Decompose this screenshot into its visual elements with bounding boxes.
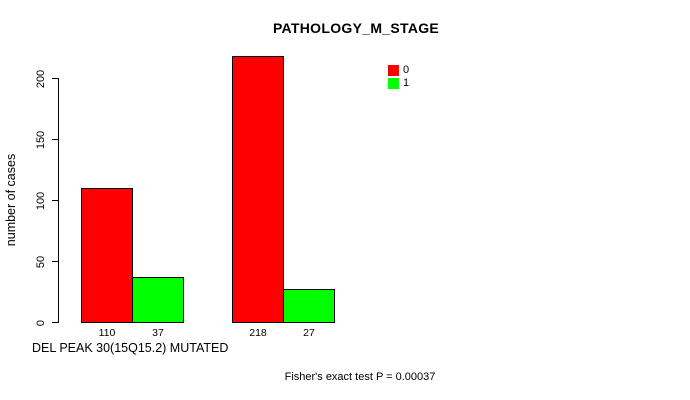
stat-annotation: Fisher's exact test P = 0.00037: [284, 371, 436, 383]
legend-item-1: 1: [388, 77, 409, 90]
legend-item-0: 0: [388, 64, 409, 77]
bar-value-label: 110: [98, 327, 116, 339]
bar-series-0-group-1: [81, 188, 133, 323]
y-tick-label: 150: [35, 130, 47, 149]
y-axis-label: number of cases: [4, 153, 18, 247]
x-axis-title: DEL PEAK 30(15Q15.2) MUTATED: [32, 341, 229, 355]
bar-value-label: 218: [249, 327, 267, 339]
y-tick-label: 100: [35, 191, 47, 210]
bar-series-0-group-2: [232, 56, 284, 323]
bar-value-label: 27: [303, 327, 315, 339]
y-tick-label: 0: [35, 319, 47, 326]
bar-series-1-group-1: [132, 277, 184, 323]
bar-value-label: 37: [152, 327, 164, 339]
legend-swatch-1: [388, 78, 399, 89]
bar-series-1-group-2: [283, 289, 335, 323]
y-tick: [52, 200, 58, 201]
y-tick-label: 200: [35, 69, 47, 88]
y-tick: [52, 322, 58, 323]
y-tick: [52, 78, 58, 79]
y-axis-line: [58, 78, 59, 323]
legend-swatch-0: [388, 65, 399, 76]
legend-label-0: 0: [403, 64, 410, 76]
y-tick: [52, 261, 58, 262]
legend-label-1: 1: [403, 77, 410, 89]
chart-title: PATHOLOGY_M_STAGE: [272, 20, 440, 36]
y-tick-label: 50: [35, 255, 47, 268]
y-tick: [52, 139, 58, 140]
